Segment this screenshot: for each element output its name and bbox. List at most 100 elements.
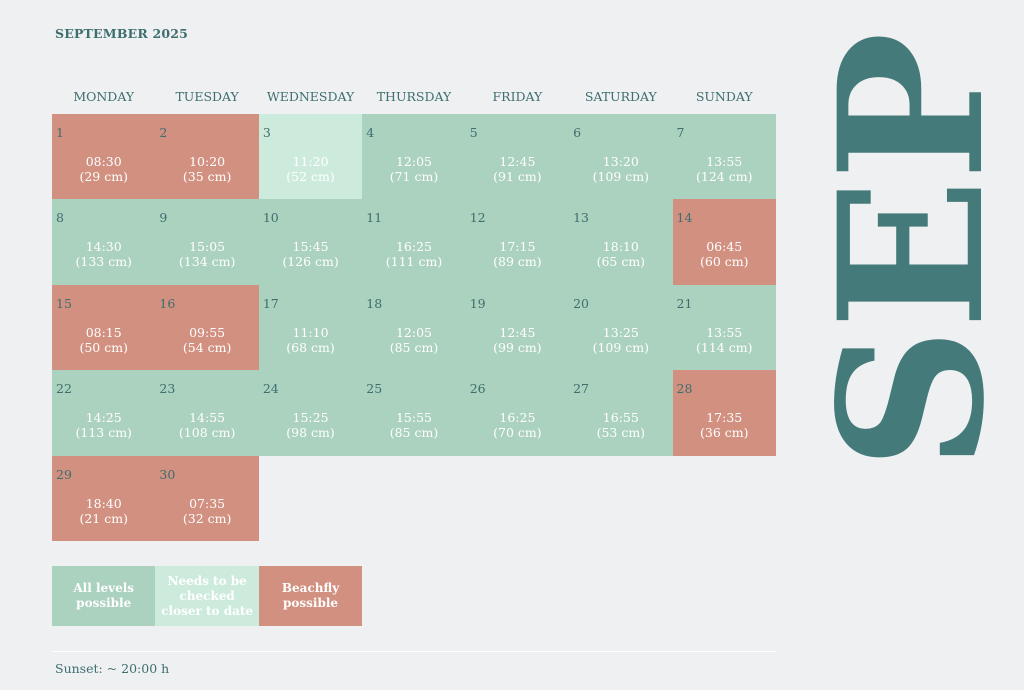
tide-height: (21 cm)	[79, 510, 128, 526]
legend-needs-check: Needs to be checked closer to date	[155, 566, 259, 626]
tide-time: 13:25	[602, 324, 639, 340]
day-cell: 20 13:25 (109 cm)	[569, 284, 673, 371]
day-number: 21	[676, 295, 693, 311]
day-cell: 12 17:15 (89 cm)	[465, 199, 570, 285]
calendar-grid: 1 08:30 (29 cm) 2 10:20 (35 cm) 3 11:20 (52 cm) 4…	[52, 114, 776, 541]
tide-time: 16:25	[395, 239, 432, 255]
tide-time: 14:55	[189, 410, 226, 426]
tide-height: (32 cm)	[182, 510, 232, 526]
legend-all-levels: All levels possible	[52, 566, 156, 626]
weekday-tuesday: TUESDAY	[175, 89, 239, 104]
day-number: 14	[676, 210, 693, 226]
day-number: 29	[56, 466, 72, 482]
day-number: 6	[573, 125, 582, 140]
tide-height: (109 cm)	[592, 339, 650, 355]
tide-time: 16:25	[499, 410, 536, 426]
tide-time: 09:55	[189, 324, 226, 340]
tide-time: 12:45	[499, 154, 536, 169]
tide-height: (68 cm)	[286, 339, 335, 355]
day-cell: 9 15:05 (134 cm)	[155, 199, 259, 285]
day-number: 13	[573, 210, 590, 226]
day-number: 12	[469, 210, 486, 226]
tide-height: (35 cm)	[182, 169, 232, 184]
tide-height: (109 cm)	[592, 169, 650, 184]
day-cell: 4 12:05 (71 cm)	[362, 114, 466, 200]
tide-time: 10:20	[189, 154, 226, 169]
tide-height: (65 cm)	[596, 254, 646, 270]
tide-height: (53 cm)	[596, 425, 646, 441]
day-cell: 24 15:25 (98 cm)	[258, 370, 363, 456]
day-number: 25	[366, 381, 383, 397]
side-month-title: SEP	[795, 33, 1024, 471]
day-number: 15	[56, 295, 72, 311]
tide-height: (50 cm)	[79, 339, 128, 355]
tide-time: 08:15	[85, 324, 122, 340]
page-title: SEPTEMBER 2025	[55, 26, 189, 41]
day-number: 22	[56, 381, 72, 397]
day-cell: 15 08:15 (50 cm)	[52, 284, 156, 371]
day-cell: 16 09:55 (54 cm)	[155, 284, 259, 371]
day-number: 17	[262, 295, 279, 311]
tide-time: 11:20	[292, 154, 329, 169]
day-number: 7	[676, 125, 685, 140]
day-cell: 8 14:30 (133 cm)	[52, 199, 156, 285]
tide-time: 18:40	[85, 495, 122, 511]
tide-height: (133 cm)	[75, 254, 132, 270]
tide-time: 13:20	[602, 154, 639, 169]
day-cell: 30 07:35 (32 cm)	[155, 455, 259, 541]
tide-height: (126 cm)	[282, 254, 339, 270]
tide-height: (113 cm)	[75, 425, 132, 441]
tide-height: (124 cm)	[696, 169, 753, 184]
tide-height: (85 cm)	[389, 339, 439, 355]
day-number: 24	[262, 381, 279, 397]
tide-time: 15:05	[189, 239, 226, 255]
tide-time: 12:05	[395, 324, 432, 340]
weekday-sunday: SUNDAY	[695, 89, 753, 104]
day-number: 5	[469, 125, 478, 140]
tide-height: (36 cm)	[699, 425, 749, 441]
day-cell: 21 13:55 (114 cm)	[672, 284, 776, 371]
tide-time: 14:30	[85, 239, 122, 255]
day-number: 11	[366, 210, 383, 226]
weekday-friday: FRIDAY	[492, 89, 543, 104]
day-number: 20	[573, 295, 590, 311]
day-number: 10	[262, 210, 279, 226]
legend: All levels possible Needs to be checked …	[52, 566, 363, 626]
tide-time: 17:15	[499, 239, 536, 255]
tide-time: 12:05	[395, 154, 432, 169]
tide-height: (60 cm)	[699, 254, 749, 270]
day-number: 19	[469, 295, 486, 311]
weekday-header-row: MONDAY TUESDAY WEDNESDAY THURSDAY FRIDAY…	[52, 88, 776, 106]
day-number: 4	[366, 125, 375, 140]
tide-height: (134 cm)	[178, 254, 236, 270]
tide-time: 16:55	[602, 410, 639, 426]
tide-time: 07:35	[189, 495, 226, 511]
day-cell: 14 06:45 (60 cm)	[672, 199, 776, 285]
day-cell: 22 14:25 (113 cm)	[52, 370, 156, 456]
day-number: 23	[159, 381, 176, 397]
day-number: 27	[573, 381, 590, 397]
day-cell: 18 12:05 (85 cm)	[362, 284, 466, 371]
legend-beachfly: Beachfly possible	[258, 566, 363, 626]
tide-height: (70 cm)	[493, 425, 542, 441]
tide-time: 15:25	[292, 410, 329, 426]
day-cell: 28 17:35 (36 cm)	[672, 370, 776, 456]
tide-time: 06:45	[706, 239, 743, 255]
weekday-monday: MONDAY	[73, 89, 135, 104]
day-cell: 3 11:20 (52 cm)	[258, 114, 363, 200]
day-cell: 10 15:45 (126 cm)	[258, 199, 363, 285]
day-cell: 1 08:30 (29 cm)	[52, 114, 156, 200]
day-cell: 5 12:45 (91 cm)	[465, 114, 570, 200]
tide-time: 15:55	[395, 410, 432, 426]
day-cell: 17 11:10 (68 cm)	[258, 284, 363, 371]
sunset-note: Sunset: ~ 20:00 h	[55, 661, 170, 676]
day-number: 30	[159, 466, 176, 482]
tide-time: 12:45	[499, 324, 536, 340]
day-number: 8	[56, 210, 64, 226]
tide-time: 08:30	[85, 154, 122, 169]
day-cell: 26 16:25 (70 cm)	[465, 370, 570, 456]
tide-height: (71 cm)	[389, 169, 439, 184]
day-cell: 7 13:55 (124 cm)	[672, 114, 776, 200]
day-number: 28	[676, 381, 693, 397]
tide-time: 11:10	[292, 324, 329, 340]
